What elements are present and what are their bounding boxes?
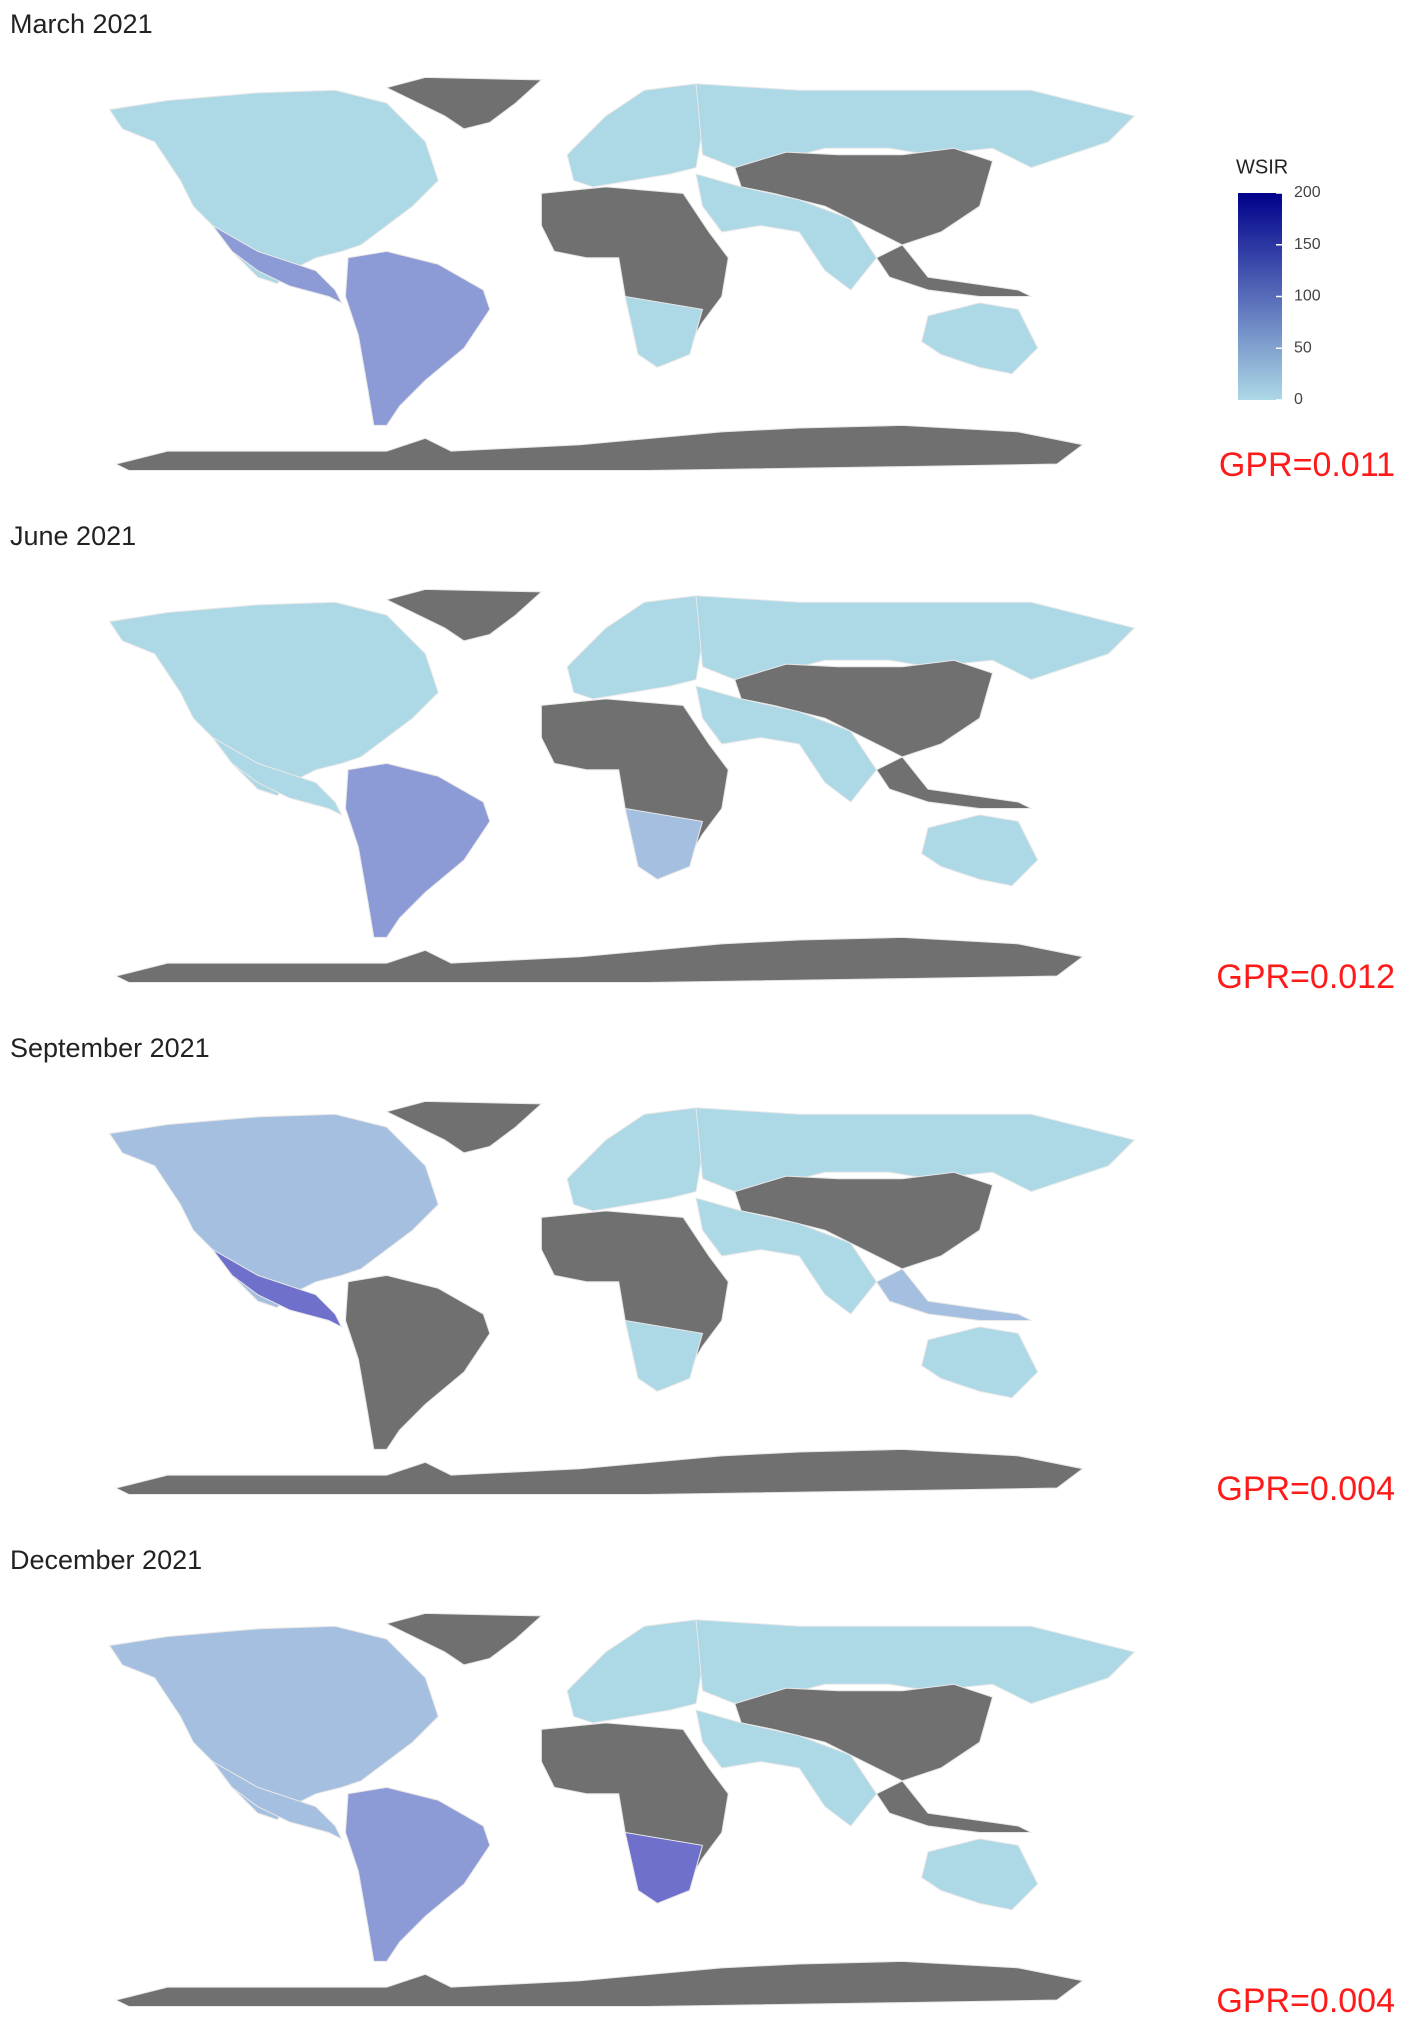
country-region	[921, 1326, 1039, 1399]
country-region	[695, 1197, 878, 1315]
country-region	[566, 1619, 704, 1724]
panel-title: June 2021	[10, 521, 136, 551]
world-map	[108, 588, 1136, 984]
country-region	[212, 737, 343, 817]
country-region	[385, 76, 543, 130]
colorbar-tick-label: 150	[1294, 236, 1321, 253]
country-region	[695, 685, 878, 803]
country-region	[114, 936, 1084, 984]
gpr-label: GPR=0.011	[1219, 446, 1395, 484]
panel-title: March 2021	[10, 9, 153, 39]
country-region	[875, 1268, 1032, 1321]
country-region	[385, 588, 543, 642]
country-region	[212, 1761, 343, 1841]
country-region	[624, 807, 704, 880]
country-region	[114, 424, 1084, 472]
gpr-label: GPR=0.004	[1216, 1470, 1395, 1508]
country-region	[566, 595, 704, 700]
country-region	[212, 1249, 343, 1329]
colorbar-tick-label: 200	[1294, 184, 1321, 201]
country-region	[114, 1448, 1084, 1496]
country-region	[108, 89, 439, 285]
country-region	[875, 244, 1032, 297]
map-panel: March 2021 GPR=0.011	[10, 9, 1395, 484]
country-region	[875, 1780, 1032, 1833]
panel-title: December 2021	[10, 1545, 202, 1575]
country-region	[921, 814, 1039, 887]
country-region	[695, 1709, 878, 1827]
country-region	[212, 225, 343, 305]
map-panel: December 2021 GPR=0.004	[10, 1545, 1395, 2020]
country-region	[108, 601, 439, 797]
country-region	[695, 173, 878, 291]
country-region	[875, 756, 1032, 809]
world-map	[108, 1100, 1136, 1496]
country-region	[566, 83, 704, 188]
world-map	[108, 1612, 1136, 2008]
colorbar	[1238, 193, 1282, 400]
map-panel: September 2021 GPR=0.004	[10, 1033, 1395, 1508]
country-region	[385, 1612, 543, 1666]
country-region	[624, 1831, 704, 1904]
country-region	[108, 1625, 439, 1821]
country-region	[344, 250, 491, 426]
legend-title: WSIR	[1236, 156, 1288, 178]
country-region	[344, 1274, 491, 1450]
country-region	[108, 1113, 439, 1309]
legend: WSIR 0 50 100 150 200	[1236, 156, 1321, 408]
country-region	[624, 1319, 704, 1392]
colorbar-tick-label: 100	[1294, 288, 1321, 305]
country-region	[624, 295, 704, 368]
country-region	[921, 1838, 1039, 1911]
map-panel: June 2021 GPR=0.012	[10, 521, 1395, 996]
country-region	[566, 1107, 704, 1212]
country-region	[921, 302, 1039, 375]
country-region	[114, 1960, 1084, 2008]
country-region	[344, 1786, 491, 1962]
colorbar-tick-label: 0	[1294, 391, 1303, 408]
panel-title: September 2021	[10, 1033, 210, 1063]
colorbar-tick-label: 50	[1294, 339, 1312, 356]
country-region	[344, 762, 491, 938]
gpr-label: GPR=0.004	[1216, 1982, 1395, 2020]
gpr-label: GPR=0.012	[1216, 958, 1395, 996]
country-region	[385, 1100, 543, 1154]
world-map	[108, 76, 1136, 472]
